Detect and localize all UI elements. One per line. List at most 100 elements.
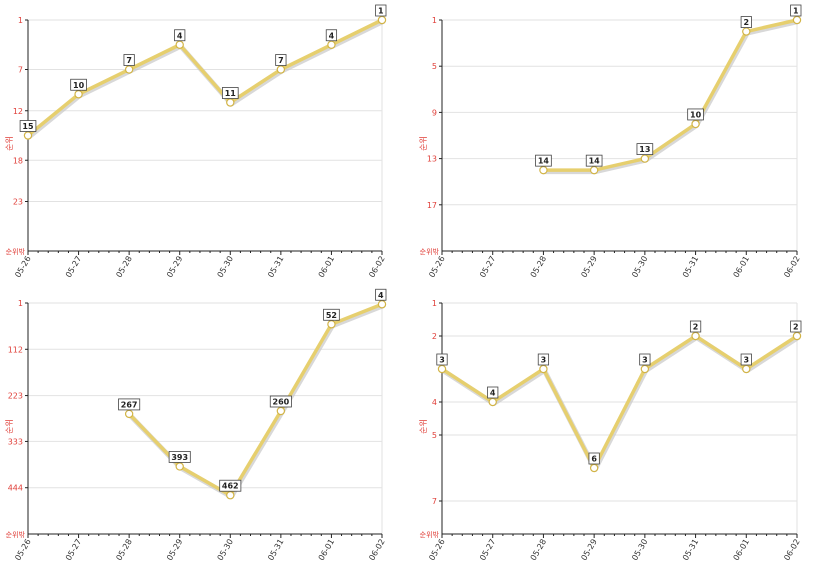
data-label: 1: [378, 7, 384, 16]
data-point-05-30: [226, 98, 235, 107]
data-label-box: [537, 353, 550, 366]
data-label: 7: [278, 56, 284, 65]
xtick-label: 06-02: [782, 255, 801, 280]
ytick-label: 7: [432, 497, 437, 506]
xtick-label: 05-29: [579, 255, 598, 280]
ytick-label: 333: [8, 437, 23, 446]
data-point-06-01: [742, 27, 751, 36]
xtick-label: 05-31: [681, 538, 700, 563]
data-label-box: [375, 4, 387, 17]
data-label: 52: [326, 311, 337, 320]
xtick-label: 05-29: [579, 538, 598, 563]
data-label: 15: [22, 122, 34, 131]
data-label: 4: [490, 389, 496, 398]
ytick-label: 9: [432, 108, 437, 117]
y-axis-title: 순위: [5, 419, 14, 434]
chart-panel-3: 1 112 223 333 444 05-26 05-27 05-28 05-29 05-30 05…: [5, 288, 387, 563]
data-label: 14: [589, 157, 601, 166]
data-label-box: [19, 120, 37, 132]
data-label-box: [588, 452, 600, 465]
xtick-label: 06-01: [732, 255, 751, 280]
data-point-05-29: [589, 165, 599, 175]
ytick-label: 1: [432, 16, 437, 25]
ytick-label: 1: [18, 16, 23, 25]
data-label: 4: [329, 31, 335, 40]
ytick-label: 1: [18, 299, 23, 308]
data-point-06-02: [377, 300, 387, 309]
data-label-box: [487, 386, 499, 399]
data-point-05-31: [691, 119, 700, 129]
data-label-box: [639, 353, 651, 366]
data-label-box: [375, 288, 387, 301]
xtick-label: 05-31: [266, 255, 285, 280]
y-axis-title: 순위: [419, 419, 428, 434]
data-label: 7: [126, 56, 132, 65]
xtick-label: 05-26: [13, 538, 32, 563]
data-label: 1: [793, 7, 799, 16]
ytick-label: 4: [432, 398, 437, 407]
xtick-label: 05-27: [478, 538, 497, 563]
data-point-05-31: [276, 65, 286, 74]
data-label-box: [174, 29, 186, 42]
xtick-label: 05-27: [478, 255, 497, 280]
xtick-label: 05-30: [630, 255, 649, 280]
data-label-box: [535, 154, 552, 167]
data-label-box: [740, 16, 752, 28]
ytick-label: 2: [432, 332, 437, 341]
data-point-05-31: [276, 406, 286, 416]
series-line-shadow: [541, 19, 801, 175]
data-point-06-02: [792, 331, 802, 341]
data-point-06-01: [742, 364, 751, 374]
data-point-05-31: [691, 331, 700, 341]
data-label-box: [585, 154, 603, 167]
data-label: 10: [690, 110, 702, 119]
xtick-label: 05-28: [529, 538, 548, 563]
data-label-box: [168, 451, 191, 463]
data-label-box: [118, 398, 141, 411]
ytick-label: 223: [8, 392, 23, 401]
data-point-05-26: [23, 131, 33, 140]
xtick-label: 06-02: [782, 538, 801, 563]
data-point-06-02: [792, 15, 802, 25]
xtick-label: 05-30: [216, 538, 235, 563]
data-point-06-01: [327, 320, 336, 329]
data-label: 10: [73, 81, 85, 90]
xtick-label: 05-26: [13, 255, 32, 280]
data-label: 462: [222, 482, 239, 491]
data-label: 3: [439, 356, 445, 365]
data-point-05-29: [175, 40, 184, 49]
ytick-label: 23: [13, 198, 23, 207]
series-line: [127, 302, 384, 497]
xtick-label: 05-31: [681, 255, 700, 280]
ytick-label: 5: [432, 431, 437, 440]
data-label-box: [70, 78, 87, 91]
data-label-box: [687, 108, 704, 121]
data-point-06-01: [327, 40, 336, 49]
data-point-05-27: [74, 90, 83, 99]
ytick-label: 18: [13, 156, 23, 165]
xtick-label: 05-26: [427, 538, 446, 563]
xtick-label: 05-28: [529, 255, 548, 280]
data-label: 4: [177, 31, 183, 40]
data-label: 11: [225, 89, 237, 98]
data-label: 2: [693, 323, 699, 332]
xtick-label: 06-02: [367, 255, 386, 280]
data-point-05-28: [124, 409, 134, 419]
data-label-box: [790, 320, 802, 333]
series-line-shadow: [127, 303, 386, 500]
data-point-05-26: [437, 364, 447, 374]
data-label-box: [636, 143, 654, 156]
data-label-box: [790, 4, 802, 17]
data-label: 2: [793, 323, 799, 332]
series-line: [541, 18, 799, 172]
data-point-05-30: [226, 491, 235, 500]
outside-rank-label: 순위밖: [6, 530, 26, 539]
data-point-05-29: [589, 463, 599, 473]
data-label-box: [269, 395, 292, 408]
ytick-label: 5: [432, 62, 437, 71]
data-label-box: [323, 308, 340, 321]
chart-panel-4: 1 2 4 5 7 05-26 05-27 05-28 05-29 05-30 05-31 06-01…: [419, 299, 802, 562]
xtick-label: 06-01: [317, 255, 336, 280]
xtick-label: 05-29: [165, 255, 184, 280]
